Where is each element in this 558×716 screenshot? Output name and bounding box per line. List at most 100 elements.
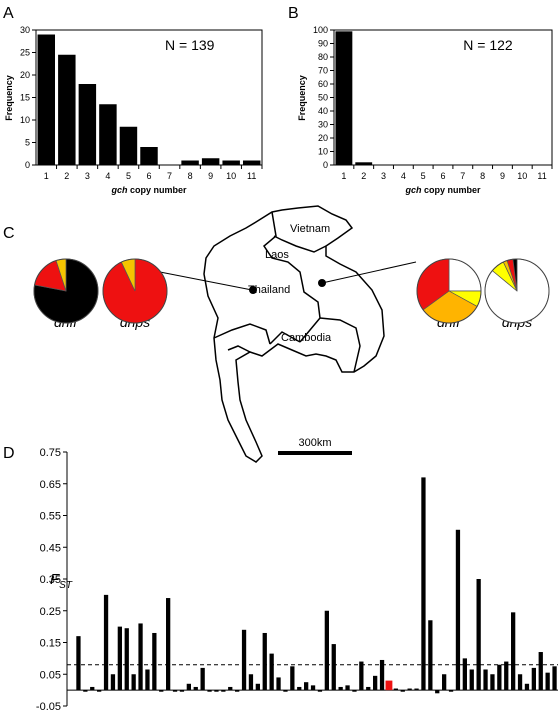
fst-bar <box>524 683 530 691</box>
fst-bar <box>442 674 447 691</box>
fst-bar <box>235 690 240 692</box>
fst-bar <box>90 686 95 691</box>
fst-bar <box>379 659 385 691</box>
histogram-a: N = 139 Frequency gch copy number 051015… <box>4 25 263 195</box>
y-tick-label-b: 70 <box>318 66 328 76</box>
fst-y-tick-label: 0.25 <box>40 606 61 618</box>
x-tick-label-a: 3 <box>85 171 90 181</box>
fst-bar <box>297 686 302 691</box>
fst-bar <box>448 690 454 692</box>
border-gulf <box>227 345 251 353</box>
fst-bar <box>497 664 502 691</box>
pie-outline <box>33 258 99 324</box>
fst-bar <box>338 686 343 691</box>
fst-bar <box>159 690 164 692</box>
x-tick-label-a: 9 <box>208 171 213 181</box>
fst-bar <box>421 477 426 691</box>
fst-y-tick-label: 0.75 <box>40 447 61 459</box>
fst-bar <box>269 653 274 691</box>
fst-bar <box>462 658 467 691</box>
x-tick-label-b: 7 <box>460 171 465 181</box>
bar-a <box>242 160 261 165</box>
site-marker-west <box>249 286 257 294</box>
fst-bar <box>248 674 254 691</box>
y-tick-label-b: 30 <box>318 120 328 130</box>
fst-bar <box>276 677 281 691</box>
bar-b <box>335 31 353 165</box>
bar-a <box>201 158 220 165</box>
fst-bar <box>455 529 461 691</box>
border-thailand-laos <box>263 211 321 343</box>
panel-letter-b: B <box>288 5 299 22</box>
fst-bar <box>545 672 550 691</box>
pie-outline <box>484 258 550 324</box>
fst-bar-chart: FST -0.05 0.05 0.15 0.25 0.35 0.45 0.55 0.65 0.7… <box>36 447 558 713</box>
y-tick-label-b: 20 <box>318 133 328 143</box>
fst-bar <box>373 675 378 691</box>
x-tick-label-b: 10 <box>517 171 527 181</box>
x-tick-label-b: 9 <box>500 171 505 181</box>
y-tick-label-a: 20 <box>20 70 30 80</box>
bar-b <box>355 162 373 165</box>
border-laos-vietnam <box>273 235 327 253</box>
x-tick-label-a: 4 <box>105 171 110 181</box>
label-cambodia: Cambodia <box>281 332 332 344</box>
fst-bar <box>324 610 329 691</box>
fst-bar <box>331 644 336 691</box>
fst-bar-highlight <box>385 680 393 691</box>
x-tick-label-b: 2 <box>361 171 366 181</box>
panel-letter-d: D <box>3 445 15 462</box>
pie-outline <box>102 258 168 324</box>
fst-bar <box>345 685 350 691</box>
y-tick-label-b: 10 <box>318 147 328 157</box>
y-tick-label-b: 100 <box>313 25 328 35</box>
fst-bar <box>435 690 440 694</box>
x-tick-label-a: 10 <box>226 171 236 181</box>
fst-bar <box>179 690 185 692</box>
x-tick-label-a: 1 <box>44 171 49 181</box>
border-thailand-cambodia <box>213 323 301 345</box>
y-tick-label-a: 0 <box>25 160 30 170</box>
y-tick-label-a: 10 <box>20 115 30 125</box>
y-tick-label-a: 15 <box>20 93 30 103</box>
x-tick-label-a: 2 <box>64 171 69 181</box>
x-tick-label-a: 11 <box>247 171 256 181</box>
x-tick-label-b: 1 <box>341 171 346 181</box>
fst-bar <box>228 686 233 691</box>
fst-bar <box>110 674 116 691</box>
fst-y-tick-label: 0.35 <box>40 574 61 586</box>
fst-bar <box>428 620 433 691</box>
fst-bar <box>76 636 81 691</box>
fst-bar <box>400 690 405 692</box>
fst-bar <box>414 688 419 691</box>
fst-bar <box>469 669 474 691</box>
panel-letter-a: A <box>3 5 14 22</box>
plot-frame-b <box>333 29 553 166</box>
fst-bar <box>221 690 226 692</box>
x-tick-label-a: 8 <box>188 171 193 181</box>
fst-y-tick-label: -0.05 <box>36 701 61 713</box>
fst-bar <box>283 690 288 692</box>
fst-bar <box>207 690 212 692</box>
fst-bar <box>131 674 136 691</box>
y-tick-label-b: 40 <box>318 106 328 116</box>
fst-bar <box>531 667 536 691</box>
x-tick-label-b: 6 <box>440 171 445 181</box>
fst-bar <box>511 612 516 691</box>
scale-bar-label: 300km <box>298 437 331 449</box>
bar-a <box>58 54 76 165</box>
bar-a <box>119 126 138 165</box>
x-axis-label-a: gch copy number <box>110 185 187 195</box>
bar-a <box>37 34 56 165</box>
fst-y-tick-label: 0.65 <box>40 479 61 491</box>
fst-bar <box>393 688 398 691</box>
x-tick-label-a: 5 <box>126 171 131 181</box>
fst-bar <box>483 669 488 691</box>
fst-y-tick-label: 0.05 <box>40 669 61 681</box>
fst-bar <box>352 690 357 692</box>
x-tick-label-b: 8 <box>480 171 485 181</box>
fst-bar <box>517 674 523 691</box>
fst-bar <box>366 686 371 691</box>
label-laos: Laos <box>265 249 289 261</box>
